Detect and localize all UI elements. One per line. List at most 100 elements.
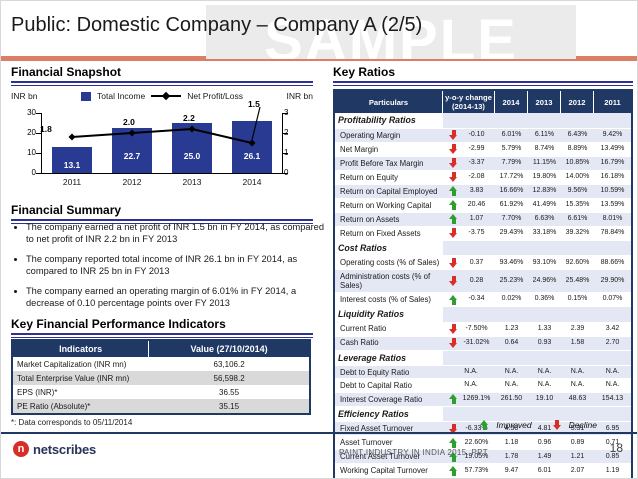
ratio-section-title: Leverage Ratios	[338, 352, 406, 363]
yoy-cell: N.A.	[443, 367, 495, 378]
ratio-value: 2.39	[570, 324, 585, 332]
ratio-value: 41.49%	[532, 201, 557, 209]
kfpi-table-body: Market Capitalization (INR mn) 63,106.2 To…	[13, 357, 309, 413]
ratio-value: 3.42	[605, 324, 620, 332]
yoy-value: -3.75	[468, 229, 485, 237]
ratio-row: Current Ratio -7.50% 1.23 1.33 2.39 3.42	[335, 323, 631, 337]
ratio-value: 19.10	[535, 395, 554, 403]
ratio-value: N.A.	[605, 381, 620, 389]
yoy-cell: 1.07	[443, 213, 495, 226]
yoy-cell: -6.33%	[443, 422, 495, 435]
ratio-value: 6.11%	[534, 131, 555, 139]
ratio-value: 8.74%	[534, 145, 555, 153]
yoy-cell: 19.05%	[443, 450, 495, 463]
yoy-value: -0.34	[468, 295, 485, 303]
yoy-cell: -3.37	[443, 157, 495, 170]
footnote: *: Data corresponds to 05/11/2014	[11, 418, 133, 427]
header-year-2014: 2014	[495, 91, 528, 114]
yoy-cell: -2.99	[443, 143, 495, 156]
ratio-value: 0.85	[605, 452, 620, 460]
kfpi-table: Indicators Value (27/10/2014) Market Cap…	[11, 339, 311, 415]
yoy-value: N.A.	[464, 368, 478, 376]
left-axis-tick-label: 30	[27, 108, 36, 117]
improved-up-arrow-icon	[480, 420, 489, 430]
key-ratios-table: Particulars y-o-y change (2014-13) 2014 2…	[333, 89, 633, 478]
ratio-value: 48.63	[568, 395, 587, 403]
down-arrow-icon	[449, 423, 458, 434]
down-arrow-icon	[449, 144, 458, 155]
ratio-value: 10.59%	[600, 187, 625, 195]
ratio-value: 25.48%	[565, 276, 590, 284]
ratio-value: 1.58	[570, 338, 585, 346]
ratio-label: Debt to Equity Ratio	[340, 367, 410, 377]
ratio-value: 2.70	[605, 338, 620, 346]
netscribes-logo: n netscribes	[13, 441, 96, 457]
ratio-value: 7.70%	[501, 215, 522, 223]
net-profit-line	[68, 106, 261, 147]
ratio-label: Current Asset Turnover	[340, 452, 421, 462]
ratio-value: 17.72%	[499, 173, 524, 181]
financial-snapshot-heading: Financial Snapshot	[11, 65, 122, 79]
right-axis-unit-label: INR bn	[286, 91, 313, 101]
ratio-value: 0.96	[537, 438, 552, 446]
up-arrow-icon	[449, 451, 458, 462]
key-ratios-rule	[333, 81, 633, 86]
left-axis-tick	[36, 172, 41, 174]
yoy-value: -31.02%	[463, 338, 490, 346]
left-axis-tick	[36, 152, 41, 154]
ratio-value: 78.84%	[600, 229, 625, 237]
ratio-row: Net Margin -2.99 5.79% 8.74% 8.89% 13.49%	[335, 143, 631, 157]
ratio-row: Operating Margin -0.10 6.01% 6.11% 6.43% 9.42…	[335, 128, 631, 143]
arrow-legend: Improved Decline	[480, 420, 597, 430]
section-fill-cell	[443, 240, 631, 256]
ratio-row: Interest Coverage Ratio 1269.1% 261.50 19.1…	[335, 392, 631, 407]
kfpi-header-value: Value (27/10/2014)	[190, 344, 268, 354]
kfpi-row: Market Capitalization (INR mn) 63,106.2	[13, 357, 309, 371]
ratio-row: Return on Capital Employed 3.83 16.66% 12.8…	[335, 184, 631, 199]
ratio-value: 0.07%	[602, 295, 623, 303]
ratio-label: Net Margin	[340, 144, 379, 154]
ratio-row: Return on Assets 1.07 7.70% 6.63% 6.61% 8.01%	[335, 212, 631, 227]
down-arrow-icon	[449, 257, 458, 268]
ratio-row: Interest costs (% of Sales) -0.34 0.02% 0.3…	[335, 293, 631, 307]
ratio-value: 6.61%	[567, 215, 588, 223]
ratio-value: 12.83%	[532, 187, 557, 195]
ratio-label: Administration costs (% of Sales)	[340, 271, 431, 291]
down-arrow-icon	[449, 158, 458, 169]
kfpi-indicator: PE Ratio (Absolute)*	[17, 401, 91, 411]
ratio-section-row: Cost Ratios	[335, 240, 631, 257]
ratio-value: 33.18%	[532, 229, 557, 237]
yoy-cell: 57.73%	[443, 464, 495, 477]
up-arrow-icon	[449, 437, 458, 448]
left-axis-tick-label: 0	[31, 168, 36, 177]
right-axis-tick-label: 0	[284, 168, 289, 177]
ratio-label: Return on Equity	[340, 172, 399, 182]
ratio-value: 6.63%	[534, 215, 555, 223]
net-profit-legend-label: Net Profit/Loss	[187, 91, 243, 101]
yoy-value: -3.37	[468, 159, 485, 167]
ratio-section-row: Liquidity Ratios	[335, 307, 631, 323]
header-year-2013: 2013	[528, 91, 561, 114]
ratio-section-row: Efficiency Ratios	[335, 406, 631, 423]
ratio-label: Return on Capital Employed	[340, 186, 438, 196]
total-income-legend-swatch	[81, 91, 92, 101]
line-value-label: 2.0	[123, 117, 135, 127]
ratio-value: N.A.	[504, 368, 519, 376]
sample-watermark-text: SAMPLE	[264, 8, 518, 59]
up-arrow-icon	[449, 465, 458, 476]
summary-bullet: The company earned a net profit of INR 1…	[26, 221, 326, 245]
up-arrow-icon	[449, 214, 458, 225]
chart-bar: 26.1	[232, 120, 272, 173]
key-ratios-table-header: Particulars y-o-y change (2014-13) 2014 2…	[335, 91, 631, 114]
ratio-label: Debt to Capital Ratio	[340, 380, 412, 390]
ratio-value: 93.10%	[532, 258, 557, 266]
ratio-value: 10.85%	[565, 159, 590, 167]
summary-bullet-list: The company earned a net profit of INR 1…	[11, 221, 326, 317]
yoy-cell: 3.83	[443, 185, 495, 198]
ratio-value: N.A.	[537, 368, 552, 376]
ratio-value: N.A.	[570, 381, 585, 389]
ratio-value: 39.32%	[565, 229, 590, 237]
header-particulars: Particulars	[335, 91, 443, 114]
yoy-cell: 0.28	[443, 275, 495, 288]
left-axis-tick-label: 20	[27, 128, 36, 137]
